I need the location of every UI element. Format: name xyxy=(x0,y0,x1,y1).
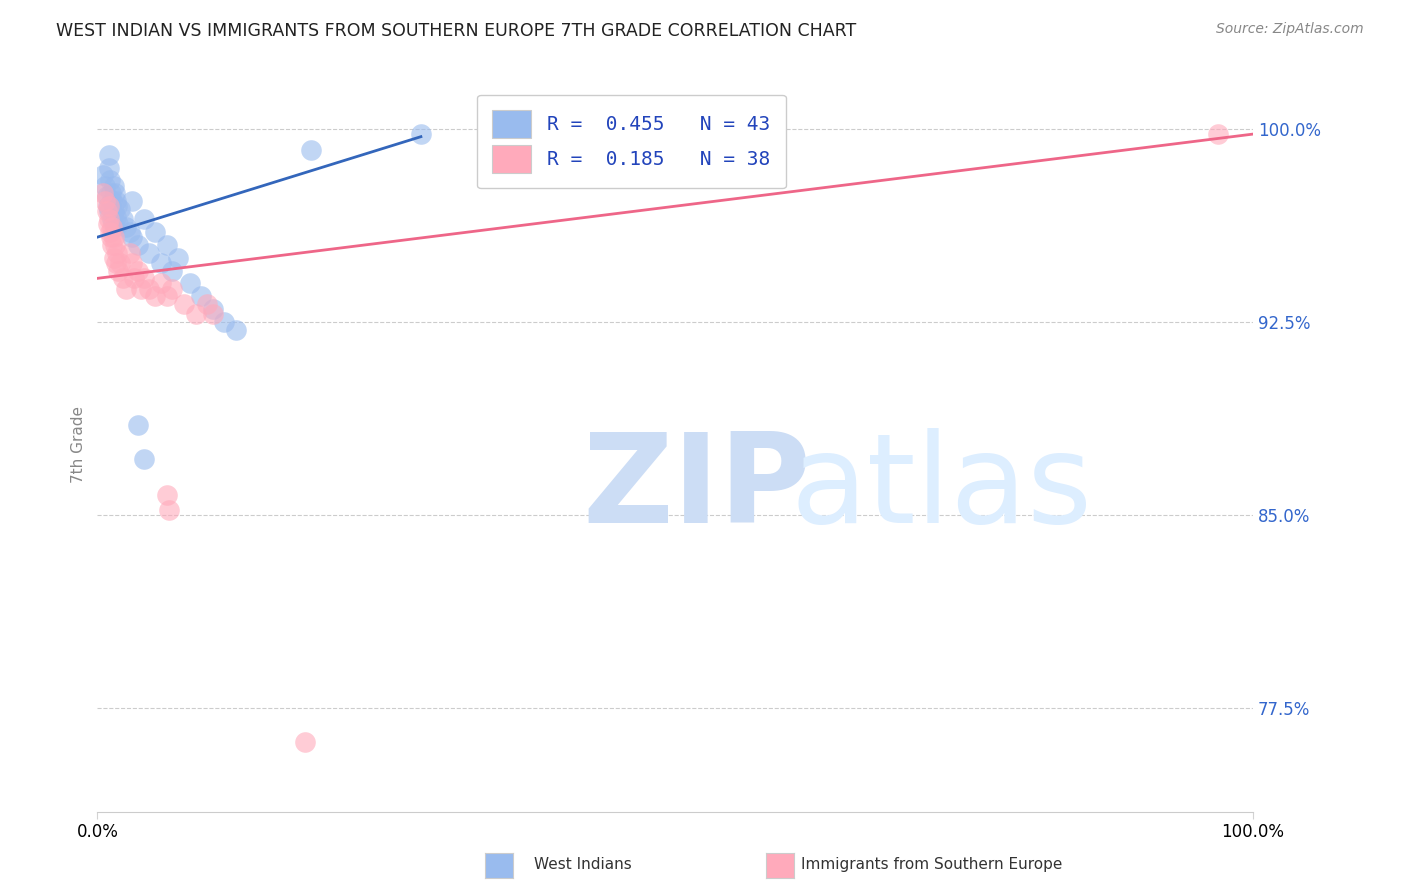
Point xyxy=(101,219,124,234)
Point xyxy=(110,202,132,216)
Point xyxy=(101,238,124,252)
Point xyxy=(409,127,432,141)
Point xyxy=(1206,127,1229,141)
Point xyxy=(97,199,120,213)
Point xyxy=(111,271,134,285)
Point xyxy=(104,194,127,208)
Point xyxy=(118,245,141,260)
Point xyxy=(129,282,152,296)
Point xyxy=(91,186,114,201)
Text: atlas: atlas xyxy=(790,428,1092,549)
Point xyxy=(97,161,120,175)
Point xyxy=(184,307,207,321)
Point xyxy=(104,238,127,252)
Point xyxy=(156,238,179,252)
Point xyxy=(162,282,184,296)
Point xyxy=(100,186,122,201)
Point xyxy=(173,297,195,311)
Point xyxy=(132,271,155,285)
Point xyxy=(127,418,149,433)
Point xyxy=(127,238,149,252)
Point xyxy=(156,289,179,303)
Point xyxy=(214,315,236,329)
Point xyxy=(157,503,180,517)
Point xyxy=(94,178,117,193)
Point xyxy=(201,302,224,317)
Point xyxy=(97,212,120,227)
Point xyxy=(105,245,128,260)
Point xyxy=(103,230,125,244)
Point xyxy=(104,186,127,201)
Point xyxy=(299,143,322,157)
Point xyxy=(190,289,212,303)
Text: ZIP: ZIP xyxy=(582,428,811,549)
Y-axis label: 7th Grade: 7th Grade xyxy=(72,406,86,483)
Point xyxy=(103,251,125,265)
Point xyxy=(100,230,122,244)
Text: Source: ZipAtlas.com: Source: ZipAtlas.com xyxy=(1216,22,1364,37)
Point xyxy=(103,204,125,219)
Point xyxy=(162,263,184,277)
Point xyxy=(97,147,120,161)
Point xyxy=(195,297,218,311)
Point xyxy=(104,256,127,270)
Point xyxy=(201,307,224,321)
Text: WEST INDIAN VS IMMIGRANTS FROM SOUTHERN EUROPE 7TH GRADE CORRELATION CHART: WEST INDIAN VS IMMIGRANTS FROM SOUTHERN … xyxy=(56,22,856,40)
Point xyxy=(101,212,124,227)
Point xyxy=(107,263,129,277)
Point xyxy=(101,194,124,208)
Point xyxy=(97,204,120,219)
Point xyxy=(103,178,125,193)
Point xyxy=(149,277,172,291)
Point xyxy=(115,219,138,234)
Point xyxy=(110,256,132,270)
Point xyxy=(115,282,138,296)
Point xyxy=(104,210,127,224)
Point xyxy=(167,251,190,265)
Point xyxy=(111,212,134,227)
Point xyxy=(121,194,143,208)
Text: West Indians: West Indians xyxy=(534,857,633,872)
Point xyxy=(94,194,117,208)
Point xyxy=(98,225,121,239)
Point xyxy=(96,204,118,219)
Point xyxy=(118,225,141,239)
Point xyxy=(96,189,118,203)
Point xyxy=(97,217,120,231)
Point xyxy=(91,169,114,183)
Point xyxy=(104,219,127,234)
Point xyxy=(98,173,121,187)
Point xyxy=(156,488,179,502)
Point xyxy=(143,225,166,239)
Point xyxy=(121,230,143,244)
Text: Immigrants from Southern Europe: Immigrants from Southern Europe xyxy=(801,857,1063,872)
Point xyxy=(294,735,316,749)
Point xyxy=(127,263,149,277)
Point xyxy=(149,256,172,270)
Point xyxy=(179,277,201,291)
Point xyxy=(132,212,155,227)
Point xyxy=(121,256,143,270)
Point xyxy=(97,199,120,213)
Point xyxy=(138,245,160,260)
Legend: R =  0.455   N = 43, R =  0.185   N = 38: R = 0.455 N = 43, R = 0.185 N = 38 xyxy=(477,95,786,188)
Point xyxy=(100,199,122,213)
Point xyxy=(124,271,146,285)
Point xyxy=(225,323,247,337)
Point xyxy=(105,199,128,213)
Point xyxy=(143,289,166,303)
Point xyxy=(132,451,155,466)
Point xyxy=(107,217,129,231)
Point xyxy=(138,282,160,296)
